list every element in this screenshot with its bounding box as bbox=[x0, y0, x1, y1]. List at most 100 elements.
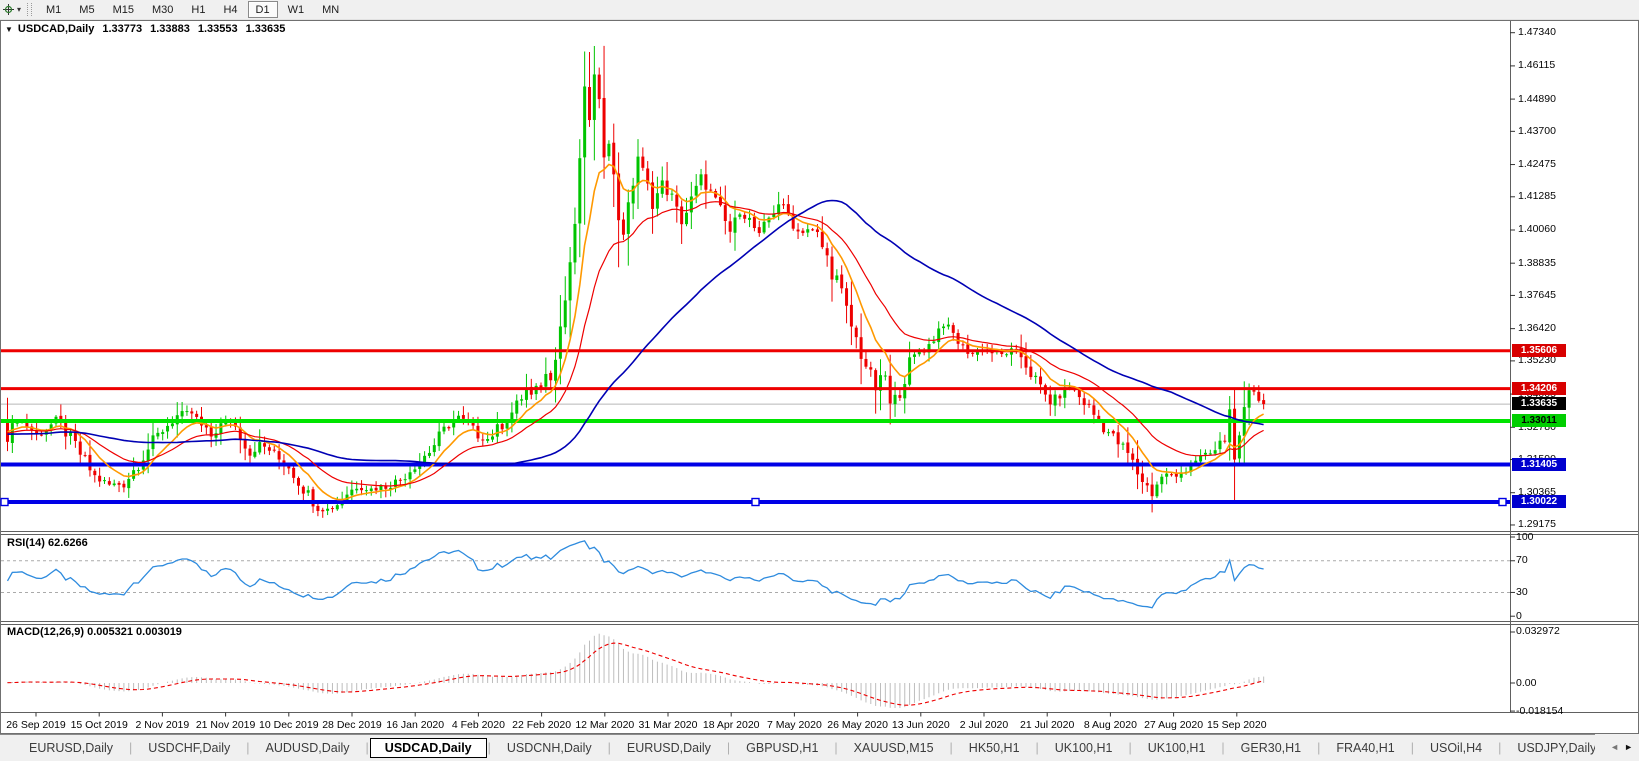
candle-body bbox=[835, 275, 839, 281]
chart-tab-usoil-h4[interactable]: USOil,H4 bbox=[1429, 741, 1483, 755]
candle-body bbox=[961, 344, 965, 346]
chart-tab-eurusd-daily[interactable]: EURUSD,Daily bbox=[626, 741, 711, 755]
date-tick-label: 28 Dec 2019 bbox=[322, 719, 382, 731]
date-tick-label: 26 May 2020 bbox=[827, 719, 888, 731]
tab-separator: | bbox=[726, 741, 731, 755]
price-tick-label: 1.44890 bbox=[1518, 92, 1556, 105]
candle-body bbox=[879, 375, 882, 391]
line-handle[interactable] bbox=[0, 497, 9, 507]
candle-body bbox=[912, 354, 916, 357]
chart-tab-usdcnh-daily[interactable]: USDCNH,Daily bbox=[506, 741, 592, 755]
candle-body bbox=[1019, 348, 1023, 358]
candle-body bbox=[820, 231, 824, 248]
chart-tab-uk100-h1[interactable]: UK100,H1 bbox=[1054, 741, 1113, 755]
candle-body bbox=[1170, 474, 1173, 476]
price-chart[interactable] bbox=[0, 20, 1639, 734]
title-collapse-icon[interactable]: ▼ bbox=[5, 24, 13, 34]
chart-tab-audusd-daily[interactable]: AUDUSD,Daily bbox=[265, 741, 350, 755]
candle-body bbox=[311, 489, 315, 507]
candle-body bbox=[1189, 464, 1193, 472]
cursor-tool-dropdown-icon[interactable]: ▾ bbox=[17, 5, 22, 14]
tab-scroll-right-icon[interactable]: ► bbox=[1624, 742, 1633, 752]
cursor-tool-icon[interactable] bbox=[2, 3, 15, 16]
candle-body bbox=[791, 213, 795, 229]
candle-body bbox=[93, 470, 97, 476]
line-handle[interactable] bbox=[751, 497, 760, 507]
candle-body bbox=[301, 486, 305, 494]
timeframe-button-m15[interactable]: M15 bbox=[112, 3, 134, 16]
candle-body bbox=[243, 440, 247, 449]
candle-body bbox=[1121, 443, 1125, 445]
timeframe-button-h1[interactable]: H1 bbox=[191, 3, 206, 16]
tab-separator: | bbox=[129, 741, 133, 755]
timeframe-button-m1[interactable]: M1 bbox=[46, 3, 62, 16]
timeframe-button-m30[interactable]: M30 bbox=[151, 3, 174, 16]
candle-body bbox=[796, 229, 800, 232]
candle-body bbox=[573, 223, 577, 263]
chart-tab-usdjpy-daily[interactable]: USDJPY,Daily bbox=[1517, 741, 1597, 755]
candle-body bbox=[898, 395, 902, 398]
date-tick-label: 31 Mar 2020 bbox=[638, 719, 698, 731]
candle-body bbox=[389, 487, 393, 490]
candle-body bbox=[505, 422, 509, 429]
tab-separator: | bbox=[607, 741, 611, 755]
candle-body bbox=[103, 480, 106, 482]
candle-body bbox=[209, 427, 213, 437]
candle-body bbox=[69, 431, 73, 436]
candle-body bbox=[1058, 395, 1062, 399]
toolbar-grip[interactable] bbox=[27, 3, 33, 16]
tab-separator: | bbox=[246, 741, 250, 755]
timeframe-button-m5[interactable]: M5 bbox=[79, 3, 95, 16]
timeframe-button-d1[interactable]: D1 bbox=[247, 1, 278, 18]
candle-body bbox=[874, 370, 878, 391]
date-tick-label: 18 Apr 2020 bbox=[702, 719, 760, 731]
candle-body bbox=[554, 359, 558, 381]
candle-body bbox=[937, 328, 941, 343]
date-tick-label: 15 Oct 2019 bbox=[70, 719, 128, 731]
chart-tab-usdchf-daily[interactable]: USDCHF,Daily bbox=[148, 741, 231, 755]
candle-body bbox=[1228, 409, 1232, 443]
candle-body bbox=[893, 394, 897, 405]
date-tick-label: 15 Sep 2020 bbox=[1207, 719, 1267, 731]
candle-body bbox=[1155, 484, 1159, 497]
candle-body bbox=[1252, 390, 1256, 392]
date-tick-label: 26 Sep 2019 bbox=[6, 719, 66, 731]
chart-tab-hk50-h1[interactable]: HK50,H1 bbox=[968, 741, 1020, 755]
line-handle[interactable] bbox=[1498, 497, 1507, 507]
rsi-tick-label: 0 bbox=[1516, 609, 1522, 622]
chart-tab-uk100-h1[interactable]: UK100,H1 bbox=[1147, 741, 1206, 755]
candle-body bbox=[195, 413, 199, 417]
chart-tab-usdcad-daily[interactable]: USDCAD,Daily bbox=[369, 738, 487, 758]
candle-body bbox=[811, 229, 815, 231]
candle-body bbox=[670, 193, 674, 195]
candle-body bbox=[321, 509, 325, 512]
chart-tab-xauusd-m15[interactable]: XAUUSD,M15 bbox=[853, 741, 934, 755]
candle-body bbox=[306, 490, 310, 493]
candle-body bbox=[849, 304, 853, 327]
tab-scroll-left-icon[interactable]: ◄ bbox=[1610, 742, 1620, 752]
candle-body bbox=[951, 325, 955, 333]
timeframe-button-w1[interactable]: W1 bbox=[287, 3, 305, 16]
candle-body bbox=[976, 350, 979, 355]
candle-body bbox=[825, 248, 829, 256]
timeframe-button-h4[interactable]: H4 bbox=[223, 3, 238, 16]
chart-tab-gbpusd-h1[interactable]: GBPUSD,H1 bbox=[746, 741, 819, 755]
chart-tab-eurusd-daily[interactable]: EURUSD,Daily bbox=[29, 741, 114, 755]
tab-separator: | bbox=[365, 741, 369, 755]
candle-body bbox=[631, 185, 635, 204]
chart-tab-fra40-h1[interactable]: FRA40,H1 bbox=[1336, 741, 1395, 755]
date-tick-label: 21 Nov 2019 bbox=[195, 719, 256, 731]
candle-body bbox=[39, 434, 43, 436]
candle-body bbox=[49, 424, 53, 431]
chart-tab-ger30-h1[interactable]: GER30,H1 bbox=[1240, 741, 1302, 755]
candle-body bbox=[263, 443, 267, 447]
date-tick-label: 8 Aug 2020 bbox=[1083, 719, 1137, 731]
candle-body bbox=[1174, 473, 1178, 477]
candle-body bbox=[738, 214, 742, 217]
candle-body bbox=[112, 483, 116, 486]
candle-body bbox=[685, 212, 688, 225]
candle-body bbox=[563, 300, 567, 328]
timeframe-button-mn[interactable]: MN bbox=[322, 3, 340, 16]
price-tick-label: 1.43700 bbox=[1518, 124, 1556, 137]
rsi-label: RSI(14) 62.6266 bbox=[7, 537, 88, 549]
